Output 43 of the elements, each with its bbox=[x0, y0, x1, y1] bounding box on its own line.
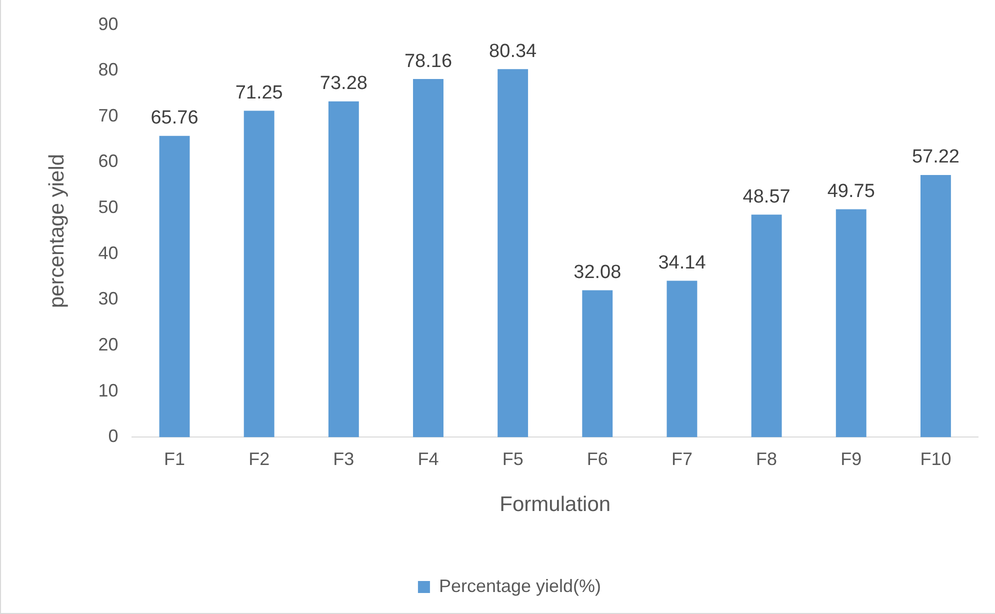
data-label: 73.28 bbox=[320, 73, 368, 94]
y-tick-label: 50 bbox=[98, 197, 118, 218]
y-tick-label: 40 bbox=[98, 242, 118, 263]
legend-label: Percentage yield(%) bbox=[438, 576, 602, 596]
bar bbox=[159, 136, 190, 438]
bar bbox=[920, 175, 951, 438]
data-label: 57.22 bbox=[912, 146, 960, 168]
x-tick-label: F9 bbox=[840, 448, 862, 469]
x-tick-label: F5 bbox=[502, 448, 524, 469]
y-tick-label: 60 bbox=[98, 151, 118, 172]
x-tick-label: F6 bbox=[586, 448, 608, 469]
bar bbox=[666, 280, 698, 438]
data-label: 48.57 bbox=[742, 186, 790, 208]
bar bbox=[413, 79, 444, 438]
x-tick-label: F2 bbox=[248, 448, 270, 469]
x-tick-label: F7 bbox=[671, 448, 692, 469]
bar bbox=[836, 209, 866, 438]
data-label: 49.75 bbox=[827, 180, 875, 202]
x-tick-label: F8 bbox=[756, 448, 778, 469]
x-axis-title: Formulation bbox=[500, 493, 611, 516]
bar bbox=[328, 101, 359, 438]
bar bbox=[751, 214, 782, 438]
bar bbox=[244, 110, 274, 438]
x-tick-label: F1 bbox=[164, 448, 186, 469]
x-tick-label: F10 bbox=[920, 448, 952, 469]
bar bbox=[498, 69, 528, 438]
x-tick-label: F4 bbox=[418, 448, 439, 469]
data-label: 80.34 bbox=[489, 40, 538, 62]
data-label: 78.16 bbox=[404, 50, 452, 72]
y-tick-label: 70 bbox=[98, 105, 118, 126]
data-label: 34.14 bbox=[658, 252, 706, 274]
y-tick-label: 10 bbox=[98, 380, 118, 400]
y-tick-label: 30 bbox=[98, 288, 118, 309]
y-tick-label: 0 bbox=[108, 426, 118, 446]
y-tick-label: 20 bbox=[98, 334, 118, 355]
data-label: 32.08 bbox=[574, 262, 622, 283]
y-tick-label: 80 bbox=[98, 60, 118, 80]
x-tick-label: F3 bbox=[333, 448, 354, 469]
y-axis-title: percentage yield bbox=[45, 154, 68, 308]
data-label: 71.25 bbox=[235, 82, 283, 104]
y-tick-label: 90 bbox=[98, 14, 118, 34]
data-label: 65.76 bbox=[150, 108, 198, 129]
bar bbox=[582, 290, 613, 438]
